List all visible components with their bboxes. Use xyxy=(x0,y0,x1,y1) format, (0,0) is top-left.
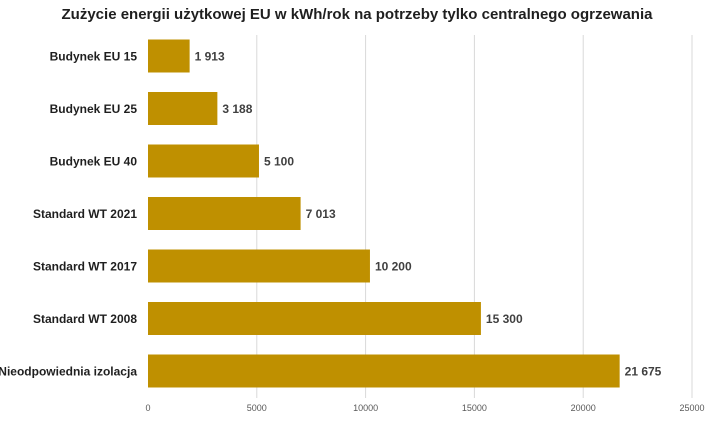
category-labels: Budynek EU 15 Budynek EU 25 Budynek EU 40 S… xyxy=(0,50,137,379)
x-tick-label: 0 xyxy=(145,403,150,413)
bar xyxy=(148,144,259,178)
bar xyxy=(148,92,218,125)
category-label: Budynek EU 40 xyxy=(50,155,138,169)
bar xyxy=(148,39,190,73)
bars xyxy=(148,39,620,388)
data-label: 7 013 xyxy=(306,207,336,221)
bar xyxy=(148,302,481,335)
x-tick-label: 15000 xyxy=(462,403,487,413)
x-axis-ticks: 0 5000 10000 15000 20000 25000 xyxy=(145,403,704,413)
data-labels: 1 913 3 188 5 100 7 013 10 200 15 300 21 675 xyxy=(195,50,662,379)
data-label: 3 188 xyxy=(222,102,252,116)
bar xyxy=(148,249,370,283)
chart-title: Zużycie energii użytkowej EU w kWh/rok n… xyxy=(62,6,654,23)
data-label: 1 913 xyxy=(195,50,225,64)
category-label: Budynek EU 25 xyxy=(50,102,138,116)
x-tick-label: 25000 xyxy=(679,403,704,413)
category-label: Standard WT 2008 xyxy=(33,312,137,326)
data-label: 15 300 xyxy=(486,312,523,326)
category-label: Standard WT 2017 xyxy=(33,260,137,274)
gridlines xyxy=(256,35,693,398)
bar xyxy=(148,197,301,230)
x-tick-label: 10000 xyxy=(353,403,378,413)
x-tick-label: 20000 xyxy=(571,403,596,413)
x-tick-label: 5000 xyxy=(247,403,267,413)
data-label: 21 675 xyxy=(625,365,662,379)
bar xyxy=(148,354,620,388)
category-label: Budynek EU 15 xyxy=(50,50,138,64)
data-label: 5 100 xyxy=(264,155,294,169)
data-label: 10 200 xyxy=(375,260,412,274)
category-label: Nieodpowiednia izolacja xyxy=(0,365,137,379)
category-label: Standard WT 2021 xyxy=(33,207,137,221)
